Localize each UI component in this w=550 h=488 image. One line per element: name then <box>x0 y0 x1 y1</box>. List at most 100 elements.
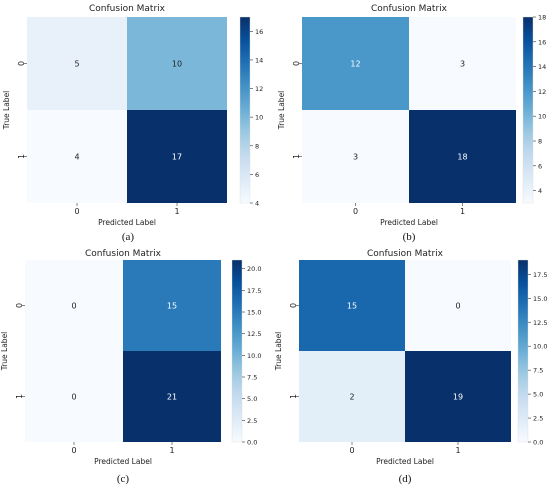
x-tick-label: 0 <box>74 207 79 216</box>
heatmap-cell <box>409 17 516 110</box>
heatmap-cell <box>25 260 123 351</box>
y-tick-label: 0 <box>289 303 298 308</box>
cell-value-label: 21 <box>167 393 177 402</box>
y-axis-label: True Label <box>277 91 286 131</box>
x-axis-label: Predicted Label <box>376 457 434 466</box>
confusion-matrix-panel-d: Confusion Matrix 15 0 2 19 0 1 Predicted Label 0… <box>274 249 547 485</box>
x-tick-label: 1 <box>174 207 179 216</box>
panel-caption: (c) <box>117 473 130 485</box>
cell-value-label: 0 <box>71 393 76 402</box>
cell-value-label: 15 <box>167 302 177 311</box>
y-axis-label: True Label <box>2 91 11 131</box>
colorbar-tick-label: 6 <box>538 162 542 170</box>
x-axis-label: Predicted Label <box>380 218 438 227</box>
colorbar-tick-label: 4 <box>538 187 542 195</box>
colorbar-tick-label: 10 <box>538 113 546 121</box>
panel-caption: (b) <box>403 231 416 243</box>
x-axis-label: Predicted Label <box>98 218 156 227</box>
colorbar-tick-label: 10.0 <box>247 352 261 360</box>
colorbar-tick-label: 5.0 <box>533 391 543 399</box>
y-tick-label: 1 <box>15 394 24 399</box>
colorbar-tick-label: 8 <box>538 138 542 146</box>
colorbar-tick-label: 16 <box>538 38 546 46</box>
x-tick-label: 0 <box>353 207 358 216</box>
colorbar-tick-label: 14 <box>255 56 263 64</box>
colorbar-tick-label: 5.0 <box>247 395 257 403</box>
heatmap-cell <box>302 110 409 203</box>
colorbar-tick-label: 0.0 <box>533 439 543 447</box>
heatmap-cell <box>405 351 511 442</box>
colorbar-tick-label: 12 <box>255 85 263 93</box>
heatmap-cell <box>25 351 123 442</box>
heatmap-cell <box>123 351 221 442</box>
colorbar-tick-label: 20.0 <box>247 265 261 273</box>
x-tick-label: 1 <box>460 207 465 216</box>
chart-title: Confusion Matrix <box>367 249 444 259</box>
cell-value-label: 5 <box>74 60 79 69</box>
colorbar-tick-label: 12 <box>538 88 546 96</box>
chart-title: Confusion Matrix <box>371 4 448 14</box>
panel-caption: (a) <box>122 231 135 243</box>
confusion-matrix-panel-c: Confusion Matrix 0 15 0 21 0 1 Predicted Label 0… <box>0 249 261 485</box>
colorbar-tick-label: 12.5 <box>247 330 261 338</box>
y-tick-label: 1 <box>289 394 298 399</box>
heatmap-cell <box>299 351 405 442</box>
heatmap-cell <box>27 110 127 203</box>
chart-title: Confusion Matrix <box>89 4 166 14</box>
colorbar <box>517 259 529 443</box>
cell-value-label: 2 <box>349 393 354 402</box>
colorbar-tick-label: 16 <box>255 28 263 36</box>
cell-value-label: 15 <box>347 302 357 311</box>
heatmap-cell <box>127 110 227 203</box>
colorbar-tick-label: 7.5 <box>247 374 257 382</box>
y-tick-label: 1 <box>17 154 26 159</box>
cell-value-label: 12 <box>350 60 360 69</box>
cell-value-label: 4 <box>74 153 79 162</box>
colorbar-tick-label: 12.5 <box>533 319 547 327</box>
x-axis-label: Predicted Label <box>94 457 152 466</box>
colorbar-tick-label: 17.5 <box>533 271 547 279</box>
cell-value-label: 10 <box>172 60 182 69</box>
cell-value-label: 0 <box>455 302 460 311</box>
cell-value-label: 0 <box>71 302 76 311</box>
colorbar-tick-label: 7.5 <box>533 367 543 375</box>
colorbar-tick-label: 4 <box>255 200 259 208</box>
y-tick-label: 0 <box>292 61 301 66</box>
colorbar-tick-label: 17.5 <box>247 287 261 295</box>
colorbar-tick-label: 8 <box>255 142 259 150</box>
heatmap-cell <box>127 17 227 110</box>
panel-caption: (d) <box>399 473 412 485</box>
x-tick-label: 1 <box>455 446 460 455</box>
heatmap-cell <box>27 17 127 110</box>
chart-title: Confusion Matrix <box>85 249 162 259</box>
colorbar-tick-label: 6 <box>255 171 259 179</box>
confusion-matrix-panel-a: Confusion Matrix 5 10 4 17 0 1 Predicted Label 0… <box>2 4 263 243</box>
x-tick-label: 0 <box>71 446 76 455</box>
colorbar-tick-label: 10.0 <box>533 343 547 351</box>
colorbar-tick-label: 18 <box>538 14 546 22</box>
cell-value-label: 17 <box>172 153 182 162</box>
cell-value-label: 3 <box>353 153 358 162</box>
cell-value-label: 19 <box>453 393 463 402</box>
heatmap-cell <box>302 17 409 110</box>
x-tick-label: 1 <box>169 446 174 455</box>
heatmap-cell <box>123 260 221 351</box>
heatmap-cell <box>299 260 405 351</box>
y-tick-label: 0 <box>17 61 26 66</box>
y-axis-label: True Label <box>0 332 9 372</box>
cell-value-label: 3 <box>460 60 465 69</box>
y-tick-label: 0 <box>15 303 24 308</box>
colorbar-tick-label: 15.0 <box>247 309 261 317</box>
colorbar <box>239 16 251 204</box>
y-tick-label: 1 <box>292 154 301 159</box>
y-axis-label: True Label <box>274 332 283 372</box>
heatmap-cell <box>409 110 516 203</box>
heatmap-cell <box>405 260 511 351</box>
colorbar-tick-label: 10 <box>255 114 263 122</box>
cell-value-label: 18 <box>457 153 467 162</box>
colorbar-tick-label: 2.5 <box>533 415 543 423</box>
colorbar-tick-label: 15.0 <box>533 295 547 303</box>
colorbar-tick-label: 14 <box>538 63 546 71</box>
